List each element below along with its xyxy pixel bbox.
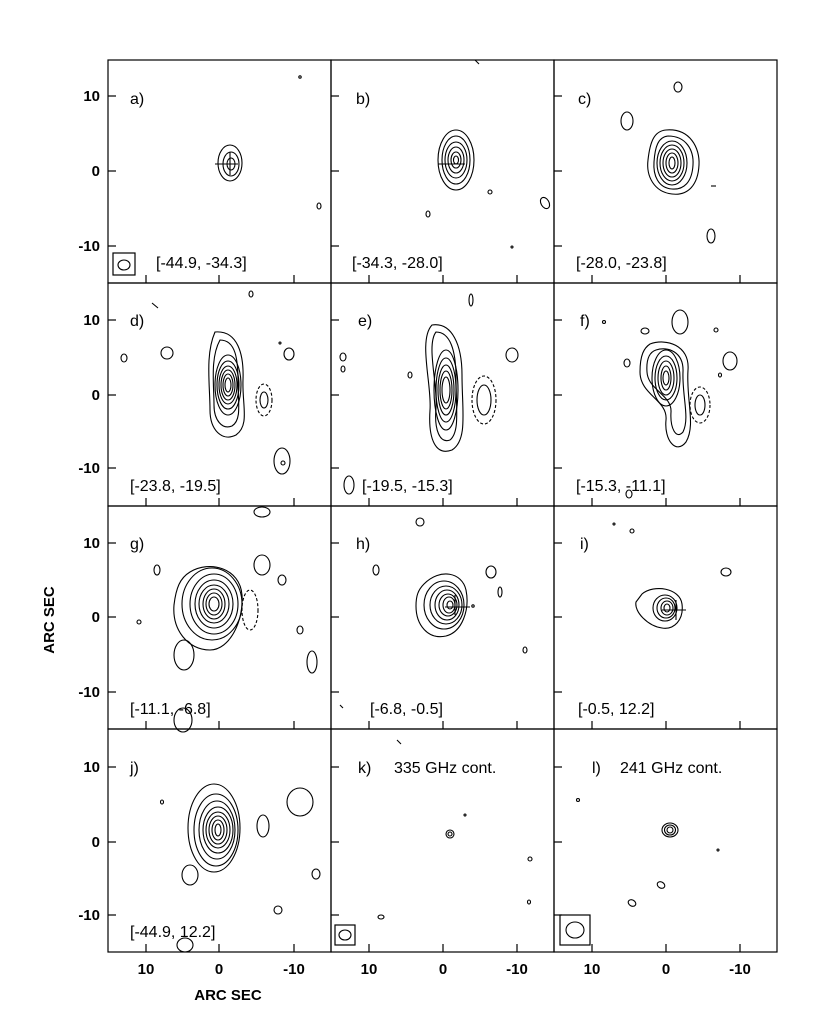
panel-label: j) (129, 760, 139, 777)
beam-box (559, 914, 591, 946)
contour-map (159, 783, 321, 953)
y-ticks-row-3 (108, 542, 116, 693)
velocity-range-label: [-19.5, -15.3] (362, 478, 453, 495)
panel-g: g) [-11.1, -6.8] (107, 505, 332, 733)
velocity-range-label: [-23.8, -19.5] (130, 478, 221, 495)
contour-map (612, 522, 732, 629)
contour-map (215, 75, 322, 210)
panel-label: l) (592, 760, 601, 777)
x-tick-label: 10 (138, 961, 155, 978)
panel-label: e) (358, 313, 372, 330)
y-axis-title: ARC SEC (41, 586, 58, 654)
x-tick-labels: 10 0 -10 10 0 -10 10 0 -10 (138, 961, 751, 978)
velocity-range-label: [-44.9, -34.3] (156, 255, 247, 272)
panel-h: h) [-6.8, -0.5] (330, 505, 555, 730)
panel-label: g) (130, 536, 144, 553)
beam-box (334, 924, 356, 946)
panel-label: h) (356, 536, 370, 553)
panel-e: e) [-19.5, -15.3] (330, 282, 555, 507)
panel-label: a) (130, 91, 144, 108)
y-tick-label: 10 (83, 312, 100, 329)
x-tick-label: 0 (439, 961, 447, 978)
panel-b: b) [-34.3, -28.0] (330, 59, 555, 284)
x-axis-title: ARC SEC (194, 987, 262, 1004)
y-tick-label: -10 (78, 907, 100, 924)
panel-j: j) [-44.9, 12.2] (107, 728, 332, 953)
panel-label: i) (580, 536, 589, 553)
contour-map (339, 517, 528, 709)
interior-ticks (145, 95, 741, 916)
contour-map (575, 797, 720, 907)
contour-map (339, 293, 519, 495)
y-tick-label: 0 (92, 387, 100, 404)
velocity-range-label: [-6.8, -0.5] (370, 701, 443, 718)
panel-a: a) [-44.9, -34.3] (107, 59, 332, 284)
contour-map (601, 309, 738, 499)
velocity-range-label: [-11.1, -6.8] (130, 701, 211, 718)
panel-label: c) (578, 91, 591, 108)
y-tick-label: 10 (83, 535, 100, 552)
y-ticks-row-1 (108, 95, 116, 247)
contour-map (136, 506, 318, 733)
x-tick-label: -10 (729, 961, 751, 978)
x-ticks-bottom (145, 944, 741, 952)
panel-c: c) [-28.0, -23.8] (553, 59, 778, 284)
continuum-label: 241 GHz cont. (620, 760, 722, 777)
x-tick-label: 10 (361, 961, 378, 978)
velocity-range-label: [-15.3, -11.1] (576, 478, 666, 495)
contour-map (120, 290, 295, 475)
continuum-label: 335 GHz cont. (394, 760, 496, 777)
velocity-range-label: [-34.3, -28.0] (352, 255, 443, 272)
panel-k: k) 335 GHz cont. (330, 728, 555, 953)
y-tick-label: -10 (78, 460, 100, 477)
y-tick-label: -10 (78, 684, 100, 701)
velocity-range-label: [-0.5, 12.2] (578, 701, 655, 718)
y-tick-label: 10 (83, 88, 100, 105)
panel-label: k) (358, 760, 371, 777)
x-tick-label: 10 (584, 961, 601, 978)
y-tick-label: -10 (78, 238, 100, 255)
panel-l: l) 241 GHz cont. (553, 728, 778, 953)
panel-i: i) [-0.5, 12.2] (553, 505, 778, 730)
y-tick-label: 0 (92, 609, 100, 626)
velocity-range-label: [-44.9, 12.2] (130, 924, 215, 941)
x-tick-label: 0 (662, 961, 670, 978)
panel-label: d) (130, 313, 144, 330)
y-ticks-row-4 (108, 766, 116, 916)
contour-map (425, 59, 551, 249)
panel-d: d) [-23.8, -19.5] (107, 282, 332, 507)
x-tick-label: -10 (506, 961, 528, 978)
axis-ticks (108, 95, 741, 952)
y-tick-label: 0 (92, 834, 100, 851)
panel-label: b) (356, 91, 370, 108)
y-tick-label: 10 (83, 759, 100, 776)
contour-map (620, 81, 716, 244)
panel-f: f) [-15.3, -11.1] (553, 282, 778, 507)
velocity-range-label: [-28.0, -23.8] (576, 255, 667, 272)
x-tick-label: 0 (215, 961, 223, 978)
contour-map (377, 739, 533, 920)
x-tick-label: -10 (283, 961, 305, 978)
beam-box (112, 252, 136, 276)
y-ticks-row-2 (108, 319, 116, 469)
panel-label: f) (580, 313, 590, 330)
y-tick-label: 0 (92, 163, 100, 180)
y-tick-labels: 10 0 -10 10 0 -10 10 0 -10 10 0 -10 (78, 88, 100, 924)
